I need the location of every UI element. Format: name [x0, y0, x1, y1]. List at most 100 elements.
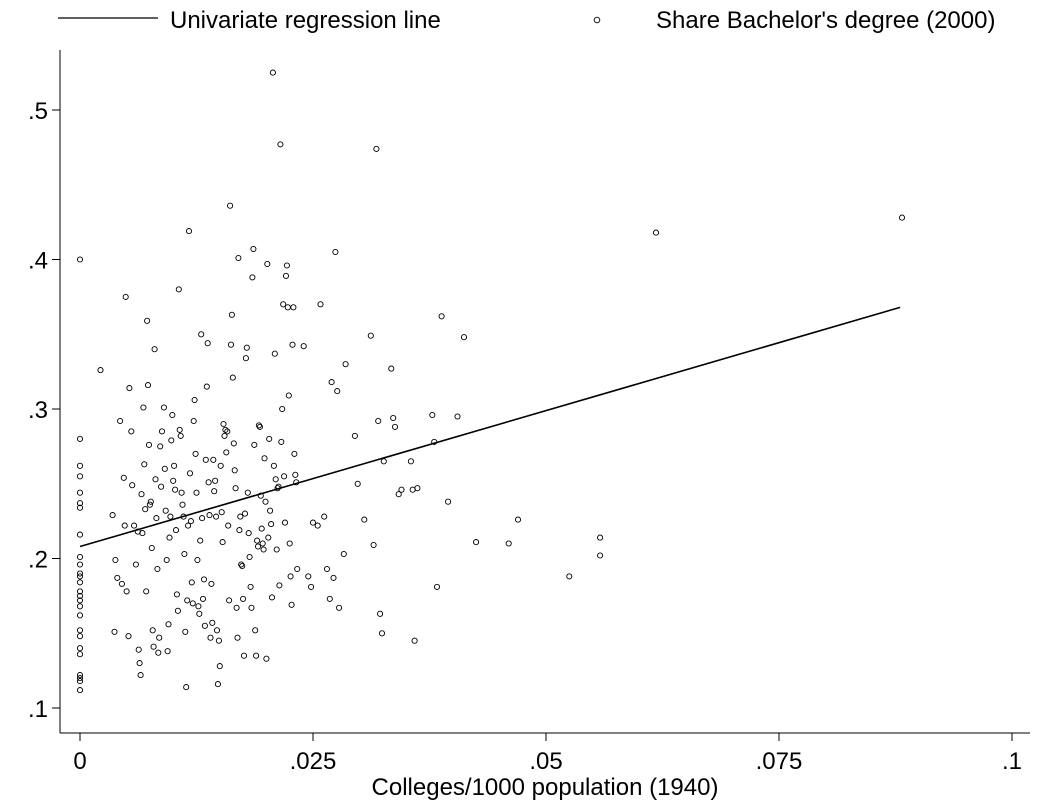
data-point — [206, 512, 213, 519]
data-point — [288, 601, 295, 608]
regression-line-group — [79, 306, 901, 548]
data-point — [183, 684, 190, 691]
data-point — [215, 637, 222, 644]
data-point — [259, 540, 266, 547]
data-point — [354, 480, 361, 487]
data-point — [250, 245, 257, 253]
data-point — [166, 534, 173, 541]
data-point — [280, 301, 287, 308]
y-axis-ticks: .1 .2 .3 .4 .5 — [28, 98, 60, 723]
data-point — [227, 202, 234, 209]
data-point — [76, 500, 84, 507]
data-point — [367, 332, 374, 339]
data-point — [218, 509, 225, 516]
data-point — [151, 346, 158, 353]
data-point — [216, 663, 223, 670]
data-point — [167, 513, 174, 520]
data-point — [137, 672, 144, 679]
data-point — [514, 516, 522, 523]
legend-marker-swatch — [593, 16, 601, 24]
data-point — [179, 501, 186, 508]
data-point — [228, 311, 235, 318]
data-point — [76, 579, 84, 586]
data-point — [225, 522, 232, 529]
data-point — [194, 556, 201, 564]
data-point — [229, 374, 236, 381]
data-point — [226, 597, 233, 604]
data-point — [181, 550, 188, 558]
data-point — [172, 527, 180, 534]
data-point — [121, 522, 128, 529]
data-point — [76, 573, 84, 580]
data-point — [391, 423, 399, 430]
scatter-points — [76, 69, 906, 694]
regression-line — [79, 306, 901, 548]
data-point — [149, 627, 156, 634]
data-point — [205, 479, 212, 486]
data-point — [244, 489, 251, 496]
data-point — [245, 530, 252, 537]
data-point — [209, 619, 216, 626]
data-point — [144, 317, 151, 324]
data-point — [433, 583, 441, 590]
data-point — [283, 262, 290, 269]
data-point — [334, 388, 341, 395]
data-point — [178, 489, 185, 496]
data-point — [126, 385, 133, 392]
data-point — [258, 525, 265, 532]
data-point — [308, 583, 315, 590]
data-point — [388, 365, 395, 372]
data-point — [177, 432, 184, 439]
data-point — [377, 610, 384, 617]
data-point — [76, 489, 84, 496]
data-point — [168, 437, 175, 444]
data-point — [237, 513, 244, 520]
data-point — [213, 513, 220, 520]
data-point — [243, 344, 250, 351]
data-point — [212, 477, 219, 484]
data-point — [185, 522, 192, 529]
x-tick-label: .05 — [529, 748, 562, 775]
data-point — [223, 449, 230, 456]
data-point — [114, 574, 121, 581]
data-point — [158, 428, 166, 435]
data-point — [176, 426, 183, 433]
data-point — [199, 595, 207, 602]
data-point — [454, 413, 461, 420]
data-point — [172, 486, 179, 493]
data-point — [246, 553, 253, 561]
data-point — [234, 634, 241, 641]
data-point — [231, 467, 238, 474]
data-point — [898, 214, 906, 221]
data-point — [112, 556, 119, 564]
data-point — [152, 476, 159, 483]
data-point — [262, 498, 269, 505]
data-point — [286, 540, 293, 547]
data-point — [211, 488, 218, 495]
y-tick-label: .5 — [28, 98, 48, 125]
data-point — [188, 579, 195, 586]
data-point — [76, 651, 84, 658]
data-point — [232, 485, 239, 492]
data-point — [203, 383, 210, 390]
data-point — [76, 678, 84, 685]
data-point — [171, 462, 178, 469]
data-point — [163, 556, 170, 564]
data-point — [213, 627, 221, 634]
data-point — [190, 417, 197, 425]
data-point — [281, 519, 289, 526]
data-point — [147, 498, 154, 505]
data-point — [254, 537, 261, 544]
data-point — [285, 392, 292, 399]
data-point — [233, 604, 240, 611]
data-point — [162, 507, 169, 514]
data-point — [76, 570, 84, 577]
data-point — [140, 404, 147, 411]
data-point — [173, 591, 180, 598]
data-point — [76, 687, 84, 694]
data-point — [189, 600, 196, 607]
data-point — [239, 562, 246, 570]
data-point — [238, 561, 245, 568]
data-point — [247, 583, 254, 590]
data-point — [336, 604, 343, 611]
